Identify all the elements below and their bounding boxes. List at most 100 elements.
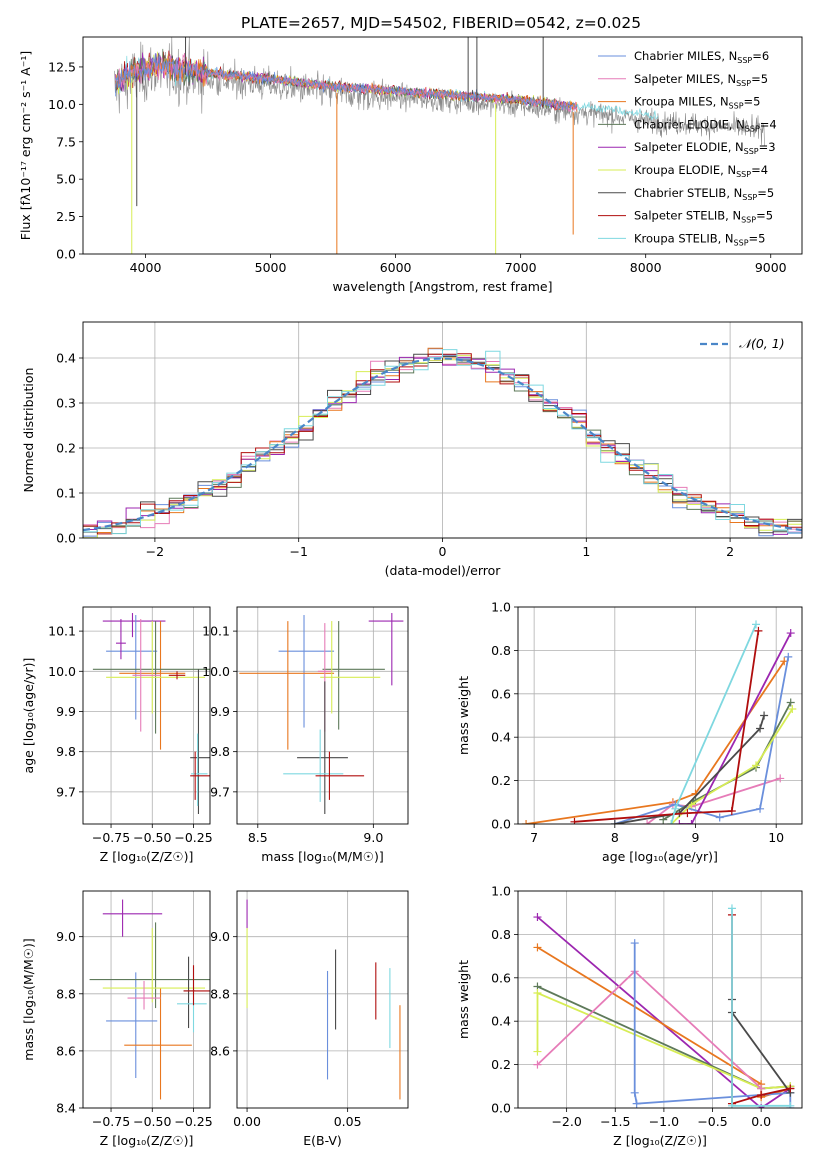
axes-frame	[236, 606, 409, 825]
marker	[715, 813, 724, 822]
y-tick-label: 1.0	[491, 600, 511, 615]
x-axis-label: Z [log₁₀(Z/Z☉)]	[100, 849, 194, 864]
axes-residuals: −2 −1 0 1 2 0.0 0.1 0.2 0.3 0.4 (data-model)/error…	[21, 321, 803, 578]
plot-area-weight_vs_age	[522, 620, 797, 824]
y-tick-label: 0.0	[491, 1101, 511, 1116]
legend-label: Chabrier MILES, NSSP=6	[634, 49, 769, 65]
x-tick-label: −1.0	[649, 1114, 679, 1129]
y-axis-label: mass [log₁₀(M/M☉)]	[21, 938, 36, 1060]
marker	[727, 806, 736, 815]
grid-mass_vs_ebv	[237, 891, 408, 1108]
x-tick-label: −0.25	[174, 830, 212, 845]
x-tick-label: 0.00	[233, 1114, 261, 1129]
y-tick-label: 0.6	[491, 686, 511, 701]
x-tick-label: −1.5	[600, 1114, 630, 1129]
marker	[610, 820, 619, 824]
axes-weight_vs_age: 7 8 9 10 0.0 0.2 0.4 0.6 0.8 1.0 age [log₁₀(age/yr…	[456, 600, 803, 864]
marker	[756, 724, 765, 733]
x-tick-label: 5000	[255, 260, 287, 275]
marker	[533, 988, 542, 997]
y-tick-label: 8.8	[210, 986, 230, 1001]
marker	[630, 939, 639, 948]
legend-label: Salpeter MILES, NSSP=5	[634, 72, 768, 88]
series-salpeter_miles	[536, 970, 762, 1090]
y-tick-label: 0.2	[56, 441, 76, 456]
x-tick-label: 8000	[630, 260, 662, 275]
x-tick-label: −1	[289, 544, 307, 559]
y-tick-label: 0.0	[491, 817, 511, 832]
y-tick-label: 5.0	[56, 172, 76, 187]
y-axis-label: mass weight	[456, 676, 471, 755]
axes-frame	[82, 606, 211, 825]
plot-area-age_vs_Z	[92, 613, 210, 814]
marker	[727, 1101, 736, 1108]
marker	[786, 1101, 795, 1108]
legend-label: Kroupa MILES, NSSP=5	[634, 95, 760, 111]
y-tick-label: 8.6	[56, 1043, 76, 1058]
y-tick-label: 0.4	[491, 730, 511, 745]
marker	[671, 804, 680, 813]
y-axis-label: Normed distribution	[21, 368, 36, 493]
x-tick-label: 0.05	[334, 1114, 362, 1129]
x-tick-label: −0.75	[92, 830, 130, 845]
x-tick-label: −0.75	[92, 1114, 130, 1129]
y-axis-label: mass weight	[456, 960, 471, 1039]
axes-frame	[517, 890, 803, 1109]
y-tick-label: 10.1	[48, 624, 76, 639]
y-tick-label: 2.5	[56, 209, 76, 224]
y-tick-label: 0.2	[491, 1057, 511, 1072]
hist-kroupa_stelib	[83, 349, 802, 535]
y-tick-label: 12.5	[48, 59, 76, 74]
y-tick-label: 8.6	[210, 1043, 230, 1058]
marker	[522, 820, 531, 824]
marker	[659, 815, 668, 824]
series-salpeter_elodie	[679, 632, 792, 824]
marker	[632, 1099, 641, 1108]
x-axis-label: Z [log₁₀(Z/Z☉)]	[613, 1133, 707, 1148]
plot-area-residuals	[83, 347, 802, 538]
legend-label: Kroupa ELODIE, NSSP=4	[634, 163, 768, 179]
x-axis-label: (data-model)/error	[385, 563, 502, 578]
x-tick-label: 9.0	[363, 830, 383, 845]
y-tick-label: 9.7	[210, 784, 230, 799]
series-salpeter_miles	[646, 777, 781, 824]
y-tick-label: 9.0	[56, 929, 76, 944]
marker	[667, 820, 676, 824]
grid-age_vs_Z	[83, 607, 210, 824]
marker	[570, 817, 579, 824]
series-kroupa_miles	[525, 660, 786, 824]
y-tick-label: 0.3	[56, 396, 76, 411]
x-tick-label: 9000	[755, 260, 787, 275]
y-tick-label: 8.8	[56, 986, 76, 1001]
marker	[788, 704, 797, 713]
normal-curve	[83, 357, 802, 532]
y-tick-label: 9.7	[56, 784, 76, 799]
x-tick-label: 9	[692, 830, 700, 845]
marker	[533, 1047, 542, 1056]
marker	[756, 804, 765, 813]
x-tick-label: −0.25	[174, 1114, 212, 1129]
y-axis-label: age [log₁₀(age/yr)]	[21, 658, 36, 774]
x-tick-label: −0.5	[697, 1114, 727, 1129]
marker	[776, 774, 785, 783]
y-tick-label: 0.4	[56, 351, 76, 366]
marker	[533, 1060, 542, 1069]
marker	[752, 620, 761, 629]
series-chabrier_stelib	[614, 715, 765, 824]
x-axis-label: Z [log₁₀(Z/Z☉)]	[100, 1133, 194, 1148]
y-tick-label: 9.8	[210, 744, 230, 759]
y-tick-label: 9.0	[210, 929, 230, 944]
series-salpeter_elodie	[536, 916, 791, 1108]
plot-area-spectrum	[114, 37, 765, 254]
grid-age_vs_mass	[237, 607, 408, 824]
x-tick-label: 7	[530, 830, 538, 845]
axes-frame	[82, 36, 803, 255]
marker	[533, 943, 542, 952]
marker	[727, 904, 736, 913]
marker	[683, 809, 692, 818]
x-tick-label: 6000	[380, 260, 412, 275]
y-tick-label: 10.0	[48, 97, 76, 112]
x-tick-label: −0.50	[133, 1114, 171, 1129]
grid-weight_vs_age	[518, 606, 802, 825]
